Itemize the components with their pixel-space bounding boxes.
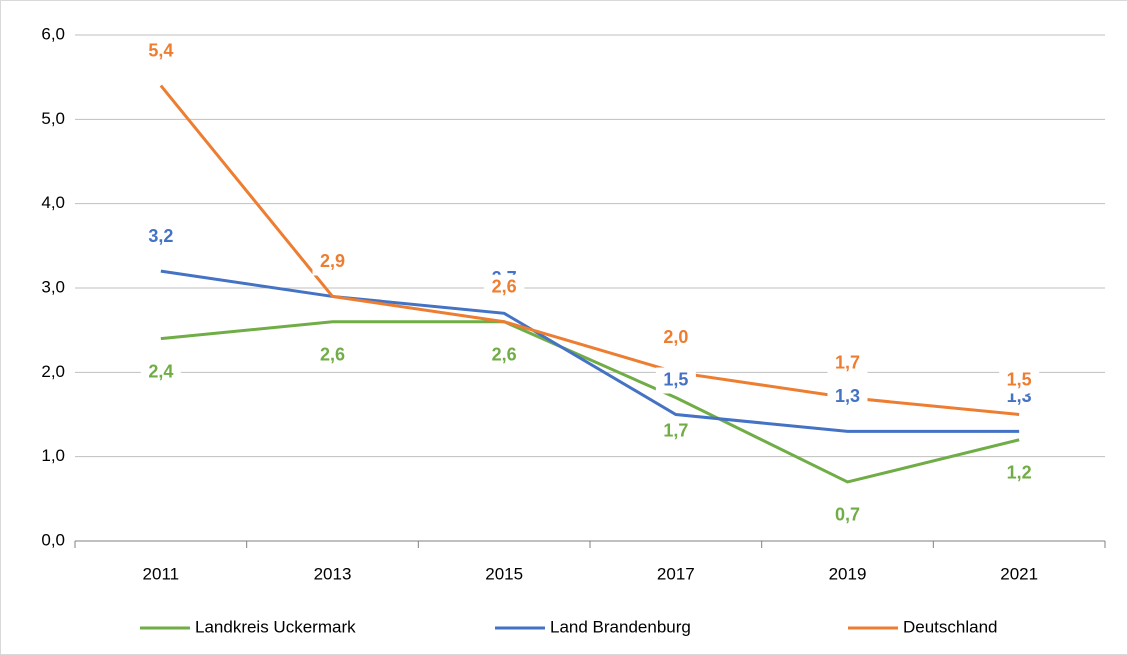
y-tick-label: 4,0 bbox=[41, 193, 65, 212]
data-label: 0,7 bbox=[835, 505, 860, 525]
data-label: 2,4 bbox=[148, 361, 173, 381]
label-bg bbox=[140, 359, 181, 386]
x-tick-label: 2019 bbox=[829, 564, 867, 583]
label-bg bbox=[655, 367, 696, 394]
legend-label: Landkreis Uckermark bbox=[195, 617, 356, 636]
data-label: 1,5 bbox=[1007, 369, 1032, 389]
data-label: 2,6 bbox=[320, 344, 345, 364]
y-tick-label: 0,0 bbox=[41, 530, 65, 549]
x-tick-label: 2013 bbox=[314, 564, 352, 583]
data-label: 1,7 bbox=[663, 420, 688, 440]
series-line bbox=[159, 84, 1020, 416]
label-bg bbox=[827, 502, 868, 529]
label-bg bbox=[827, 384, 868, 411]
x-tick-label: 2021 bbox=[1000, 564, 1038, 583]
label-bg bbox=[140, 224, 181, 251]
y-tick-label: 6,0 bbox=[41, 24, 65, 43]
label-bg bbox=[484, 342, 525, 369]
series-line bbox=[160, 269, 1020, 433]
label-bg bbox=[312, 342, 353, 369]
label-bg bbox=[655, 418, 696, 445]
data-label: 2,9 bbox=[320, 251, 345, 271]
y-tick-label: 5,0 bbox=[41, 109, 65, 128]
legend-label: Deutschland bbox=[903, 617, 998, 636]
label-bg bbox=[140, 38, 181, 65]
x-tick-label: 2015 bbox=[485, 564, 523, 583]
data-label: 1,3 bbox=[835, 386, 860, 406]
data-label: 1,2 bbox=[1007, 463, 1032, 483]
data-label: 5,4 bbox=[148, 40, 173, 60]
data-label: 2,6 bbox=[492, 344, 517, 364]
label-bg bbox=[999, 367, 1040, 394]
y-tick-label: 3,0 bbox=[41, 277, 65, 296]
label-bg bbox=[312, 249, 353, 276]
data-label: 1,7 bbox=[835, 352, 860, 372]
legend-label: Land Brandenburg bbox=[550, 617, 691, 636]
data-label: 1,5 bbox=[663, 369, 688, 389]
y-tick-label: 2,0 bbox=[41, 362, 65, 381]
label-bg bbox=[655, 325, 696, 352]
data-label: 2,0 bbox=[663, 327, 688, 347]
data-label: 3,2 bbox=[148, 226, 173, 246]
x-tick-label: 2011 bbox=[143, 564, 180, 583]
label-bg bbox=[827, 350, 868, 377]
label-bg bbox=[999, 460, 1040, 487]
y-tick-label: 1,0 bbox=[41, 446, 65, 465]
x-tick-label: 2017 bbox=[657, 564, 695, 583]
series-line bbox=[160, 320, 1020, 484]
label-bg bbox=[484, 274, 525, 301]
data-label: 2,6 bbox=[492, 276, 517, 296]
